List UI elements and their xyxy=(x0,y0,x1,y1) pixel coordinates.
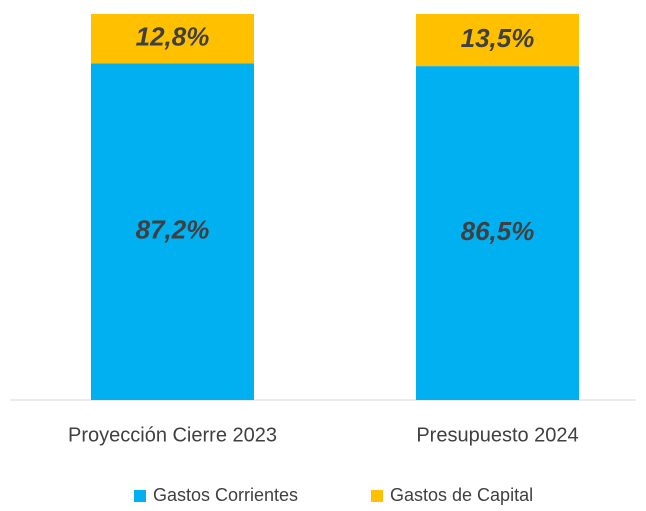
x-tick-label: Proyección Cierre 2023 xyxy=(68,424,277,446)
legend-swatch xyxy=(371,490,383,502)
bar-segment xyxy=(91,63,254,401)
data-label: 13,5% xyxy=(461,23,535,53)
legend-label: Gastos Corrientes xyxy=(153,485,298,505)
bar-segment xyxy=(91,14,254,64)
bar-segment xyxy=(416,14,579,67)
bar-segment xyxy=(416,66,579,401)
legend-swatch xyxy=(134,490,146,502)
data-label: 12,8% xyxy=(136,22,210,52)
data-label: 86,5% xyxy=(461,216,535,246)
legend-label: Gastos de Capital xyxy=(390,485,533,505)
x-tick-label: Presupuesto 2024 xyxy=(416,424,578,446)
data-label: 87,2% xyxy=(136,215,210,245)
